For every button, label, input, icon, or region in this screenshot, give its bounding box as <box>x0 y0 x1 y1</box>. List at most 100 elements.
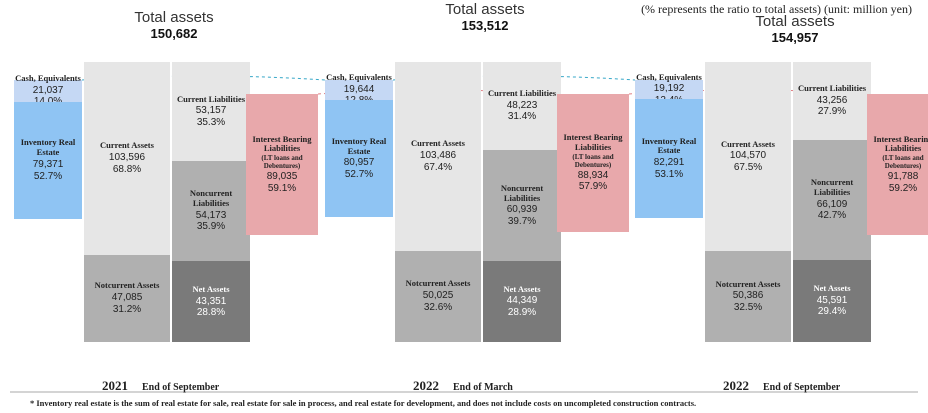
inventory-bar-0-percent: 52.7% <box>33 170 63 182</box>
noncurrent-liabilities-bar-1: Noncurrent Liabilities 60,939 39.7% <box>483 149 561 262</box>
inventory-bar-1: Inventory Real Estate 80,957 52.7% <box>325 99 393 218</box>
current-assets-bar-2: Current Assets 104,570 67.5% <box>705 62 791 251</box>
period-name-1: End of March <box>453 382 513 393</box>
net-assets-bar-1-percent: 28.9% <box>507 306 537 318</box>
interest-bearing-bar-1-sublabel: (LT loans and Debentures) <box>572 152 614 169</box>
noncurrent-assets-bar-2-label: Notcurrent Assets <box>715 278 781 289</box>
total-assets-title-1: Total assets 153,512 <box>415 1 555 33</box>
total-assets-value-2: 154,957 <box>771 29 819 45</box>
interest-bearing-bar-1: Interest Bearing Liabilities (LT loans an… <box>557 94 629 232</box>
current-liabilities-bar-1-label: Current Liabilities <box>487 88 557 99</box>
noncurrent-liabilities-bar-1-percent: 39.7% <box>507 215 537 227</box>
current-assets-bar-0-percent: 68.8% <box>112 163 142 175</box>
current-assets-bar-1-value: 103,486 <box>419 150 457 162</box>
inventory-bar-1-value: 80,957 <box>343 157 375 169</box>
interest-bearing-bar-1-label: Interest Bearing Liabilities <box>563 132 623 152</box>
interest-bearing-bar-2-percent: 59.2% <box>888 182 918 194</box>
current-liabilities-bar-2-label: Current Liabilities <box>797 83 867 94</box>
noncurrent-assets-bar-0-label: Notcurrent Assets <box>94 280 160 291</box>
net-assets-bar-2-percent: 29.4% <box>817 306 847 318</box>
current-assets-bar-2-value: 104,570 <box>729 150 767 162</box>
net-assets-bar-2: Net Assets 45,591 29.4% <box>793 259 871 342</box>
interest-bearing-bar-2-label: Interest Bearing Liabilities <box>873 133 928 154</box>
net-assets-bar-0: Net Assets 43,351 28.8% <box>172 261 250 342</box>
net-assets-bar-1-value: 44,349 <box>506 295 538 307</box>
total-assets-label-0: Total assets <box>134 9 214 26</box>
current-assets-bar-2-label: Current Assets <box>721 138 775 149</box>
total-assets-title-0: Total assets 150,682 <box>104 9 244 41</box>
noncurrent-liabilities-bar-0: Noncurrent Liabilities 54,173 35.9% <box>172 160 250 262</box>
net-assets-bar-0-percent: 28.8% <box>196 307 226 319</box>
noncurrent-liabilities-bar-0-percent: 35.9% <box>196 221 226 233</box>
net-assets-bar-1: Net Assets 44,349 28.9% <box>483 261 561 342</box>
interest-bearing-bar-1-percent: 57.9% <box>578 181 608 193</box>
unit-note: (% represents the ratio to total assets)… <box>641 2 912 16</box>
cash-bar-2-value: 19,192 <box>653 83 685 95</box>
noncurrent-liabilities-bar-2: Noncurrent Liabilities 66,109 42.7% <box>793 140 871 260</box>
total-assets-title-2: Total assets 154,957 <box>725 13 865 45</box>
current-liabilities-bar-1-value: 48,223 <box>506 99 538 111</box>
current-liabilities-bar-0-percent: 35.3% <box>196 116 226 128</box>
inventory-bar-2-value: 82,291 <box>653 157 685 169</box>
interest-bearing-bar-2: Interest Bearing Liabilities (LT loans an… <box>867 94 928 235</box>
period-year-1: 2022 <box>413 378 439 393</box>
period-year-0: 2021 <box>102 378 128 393</box>
inventory-bar-0-label: Inventory Real Estate <box>20 137 76 158</box>
inventory-bar-2-percent: 53.1% <box>654 168 684 180</box>
noncurrent-liabilities-bar-0-label: Noncurrent Liabilities <box>189 188 233 209</box>
inventory-bar-0-value: 79,371 <box>32 159 64 170</box>
noncurrent-assets-bar-0-value: 47,085 <box>111 292 143 304</box>
current-assets-bar-0-value: 103,596 <box>108 152 146 164</box>
net-assets-bar-0-value: 43,351 <box>195 295 227 307</box>
noncurrent-liabilities-bar-2-percent: 42.7% <box>817 210 847 222</box>
inventory-bar-1-label: Inventory Real Estate <box>331 135 387 156</box>
noncurrent-assets-bar-2-percent: 32.5% <box>733 301 763 313</box>
noncurrent-assets-bar-1-label: Notcurrent Assets <box>405 278 471 289</box>
noncurrent-liabilities-bar-0-value: 54,173 <box>195 209 227 221</box>
period-year-2: 2022 <box>723 378 749 393</box>
inventory-bar-2-label: Inventory Real Estate <box>641 135 697 156</box>
noncurrent-assets-bar-2: Notcurrent Assets 50,386 32.5% <box>705 250 791 342</box>
noncurrent-liabilities-bar-2-value: 66,109 <box>816 198 848 210</box>
net-assets-bar-2-value: 45,591 <box>816 294 848 306</box>
cash-bar-2-label: Cash, Equivalents <box>636 71 702 82</box>
current-assets-bar-0-label: Current Assets <box>100 140 154 151</box>
interest-bearing-bar-0-label: Interest Bearing Liabilities <box>252 133 312 154</box>
noncurrent-liabilities-bar-1-value: 60,939 <box>506 204 538 216</box>
interest-bearing-bar-2-value: 91,788 <box>887 171 919 183</box>
current-assets-bar-1: Current Assets 103,486 67.4% <box>395 62 481 251</box>
total-assets-value-0: 150,682 <box>150 25 198 41</box>
period-label-0: 2021 End of September <box>102 378 219 394</box>
current-liabilities-bar-0-value: 53,157 <box>195 105 227 117</box>
noncurrent-assets-bar-1-value: 50,025 <box>422 290 454 302</box>
inventory-bar-0: Inventory Real Estate 79,371 52.7% <box>14 101 82 219</box>
current-liabilities-bar-1-percent: 31.4% <box>507 111 537 123</box>
inventory-bar-1-percent: 52.7% <box>344 168 374 180</box>
current-assets-bar-0: Current Assets 103,596 68.8% <box>84 62 170 255</box>
cash-bar-1-value: 19,644 <box>343 83 375 95</box>
noncurrent-assets-bar-2-value: 50,386 <box>732 290 764 302</box>
period-name-0: End of September <box>142 382 220 393</box>
net-assets-bar-0-label: Net Assets <box>192 283 230 294</box>
noncurrent-assets-bar-0-percent: 31.2% <box>112 303 142 315</box>
interest-bearing-bar-0: Interest Bearing Liabilities (LT loans an… <box>246 94 318 235</box>
footnote: * Inventory real estate is the sum of re… <box>30 398 697 408</box>
noncurrent-assets-bar-1-percent: 32.6% <box>423 301 453 313</box>
period-name-2: End of September <box>763 382 841 393</box>
net-assets-bar-1-label: Net Assets <box>503 283 541 294</box>
total-assets-label-2: Total assets <box>755 13 835 30</box>
cash-bar-1-label: Cash, Equivalents <box>326 71 392 82</box>
current-liabilities-bar-0-label: Current Liabilities <box>176 93 246 104</box>
current-assets-bar-1-label: Current Assets <box>411 138 465 149</box>
current-liabilities-bar-2-percent: 27.9% <box>817 106 847 118</box>
period-label-1: 2022 End of March <box>413 378 513 394</box>
current-liabilities-bar-2-value: 43,256 <box>816 94 848 106</box>
net-assets-bar-2-label: Net Assets <box>813 282 851 293</box>
cash-bar-0-value: 21,037 <box>32 84 64 96</box>
noncurrent-assets-bar-1: Notcurrent Assets 50,025 32.6% <box>395 250 481 342</box>
interest-bearing-bar-0-sublabel: (LT loans and Debentures) <box>261 154 303 171</box>
